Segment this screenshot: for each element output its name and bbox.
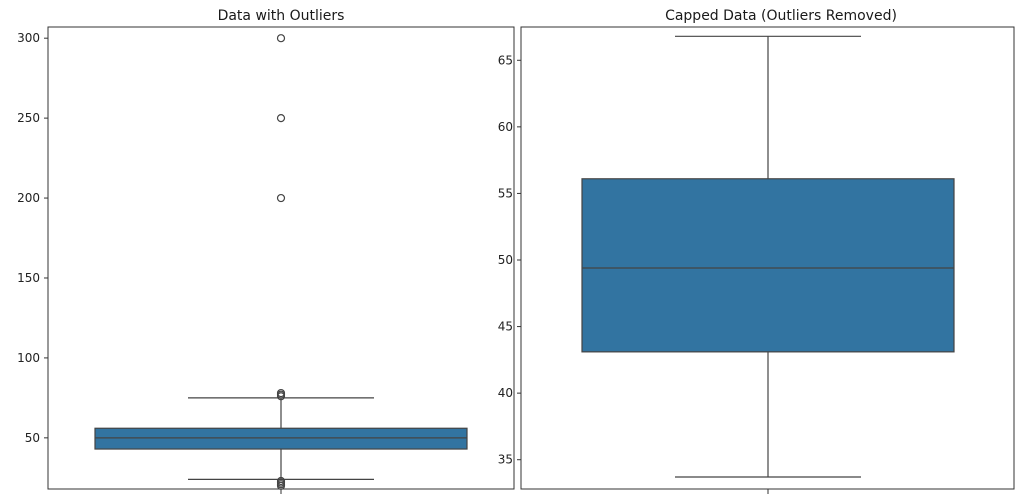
outlier-point [276,114,286,123]
y-tick-label: 45 [498,320,513,334]
y-tick-label: 65 [498,53,513,67]
outlier-point [276,392,286,401]
chart-title: Data with Outliers [218,8,345,24]
outlier-point [276,34,286,43]
y-tick-label: 100 [17,351,40,365]
y-tick-label: 150 [17,271,40,285]
chart-data-with-outliers: Data with Outliers 50 100 150 200 250 300 [17,8,515,494]
chart-title: Capped Data (Outliers Removed) [665,8,897,24]
y-tick-label: 35 [498,453,513,467]
y-tick-label: 200 [17,191,40,205]
y-tick-label: 60 [498,120,513,134]
y-tick-label: 40 [498,386,513,400]
iqr-box [94,427,468,450]
y-tick-label: 300 [17,31,40,45]
outlier-point [276,193,286,203]
y-tick-label: 50 [25,431,40,445]
iqr-box [581,178,955,353]
chart-capped-data: Capped Data (Outliers Removed) 35 40 45 50 5… [498,8,1015,494]
y-tick-label: 55 [498,186,513,200]
y-tick-label: 50 [498,253,513,267]
y-tick-label: 250 [17,111,40,125]
outlier-point [276,481,286,490]
